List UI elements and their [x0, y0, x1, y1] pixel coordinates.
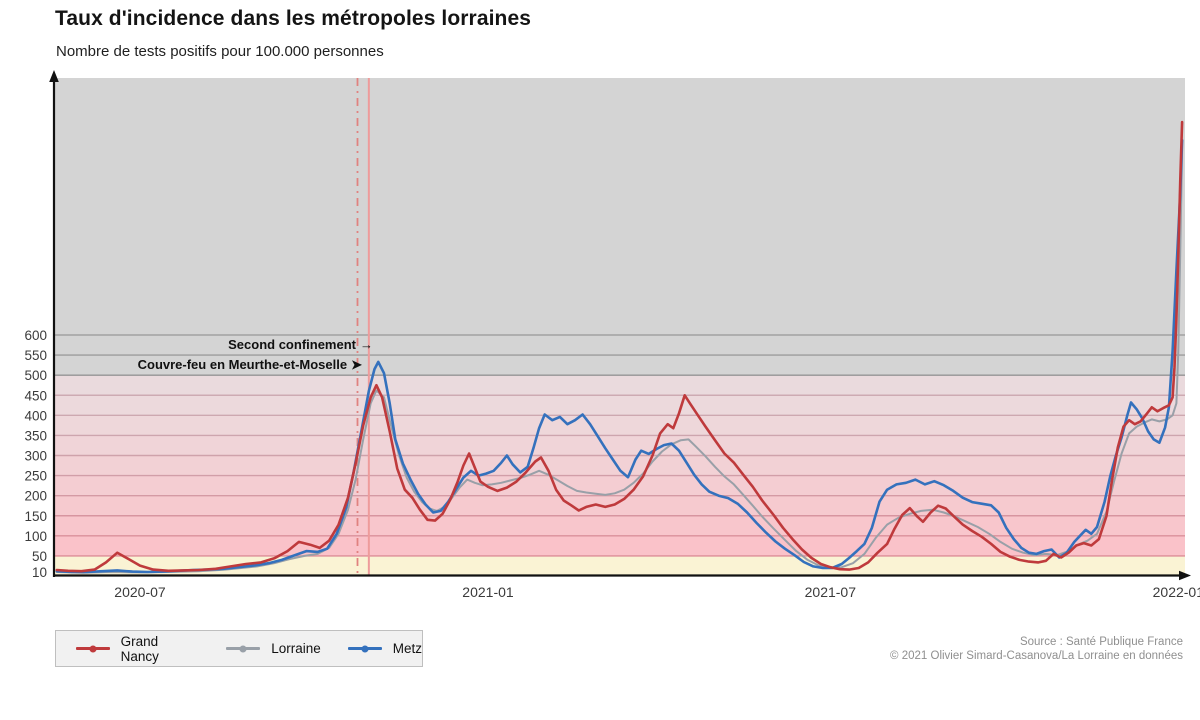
axis-arrow-icon	[1179, 570, 1191, 581]
threshold-band	[55, 495, 1185, 516]
threshold-band	[55, 535, 1185, 556]
y-axis-label: 50	[32, 549, 47, 564]
series-line-lorraine	[55, 149, 1184, 574]
right-arrow-icon: →	[360, 337, 373, 352]
source-line-1: Source : Santé Publique France	[1019, 636, 1183, 648]
source-line-2: © 2021 Olivier Simard-Casanova/La Lorrai…	[890, 650, 1183, 662]
annotation-second-confinement: Second confinement →	[228, 337, 373, 352]
y-axis-label: 100	[24, 529, 47, 544]
metz-line-swatch	[347, 645, 382, 652]
legend-item-metz: Metz	[347, 641, 422, 656]
x-axis-label: 2020-07	[114, 584, 166, 600]
legend-label: Metz	[392, 641, 422, 656]
y-axis-label: 10	[32, 565, 47, 580]
y-axis-label: 450	[24, 388, 47, 403]
threshold-band	[55, 515, 1185, 536]
x-axis-label: 2021-07	[805, 584, 857, 600]
y-axis-label: 250	[24, 469, 47, 484]
line-marker-dot	[239, 645, 247, 652]
axis-arrow-icon	[49, 70, 59, 82]
threshold-band	[55, 395, 1185, 416]
legend-item-grand-nancy: Grand Nancy	[76, 634, 199, 664]
y-axis-label: 500	[24, 368, 47, 383]
line-marker-dot	[361, 645, 369, 652]
threshold-band	[55, 78, 1185, 376]
y-axis-label: 200	[24, 489, 47, 504]
y-axis-label: 600	[24, 328, 47, 343]
threshold-band	[55, 455, 1185, 476]
threshold-band	[55, 475, 1185, 496]
x-axis-label: 2022-01	[1153, 584, 1200, 600]
threshold-band	[55, 375, 1185, 396]
annotation-text: Second confinement	[228, 337, 356, 352]
x-axis-label: 2021-01	[462, 584, 514, 600]
y-axis-label: 150	[24, 509, 47, 524]
annotation-couvre-feu: Couvre-feu en Meurthe-et-Moselle ➤	[138, 357, 362, 372]
line-marker-dot	[89, 645, 97, 652]
y-axis-label: 300	[24, 449, 47, 464]
annotation-text: Couvre-feu en Meurthe-et-Moselle	[137, 357, 348, 372]
y-axis-label: 350	[24, 428, 47, 443]
y-axis-label: 400	[24, 408, 47, 423]
legend-label: Lorraine	[271, 641, 321, 656]
page-title: Taux d'incidence dans les métropoles lor…	[55, 7, 532, 30]
y-axis-label: 550	[24, 348, 47, 363]
chart-subtitle: Nombre de tests positifs pour 100.000 pe…	[56, 43, 384, 60]
legend-item-lorraine: Lorraine	[226, 641, 321, 656]
threshold-band	[55, 415, 1185, 436]
threshold-band	[55, 435, 1185, 456]
right-arrow-icon: ➤	[351, 357, 362, 372]
threshold-band	[55, 555, 1185, 575]
grand-nancy-line-swatch	[76, 645, 110, 652]
legend-label: Grand Nancy	[120, 633, 159, 664]
legend: Grand Nancy Lorraine Metz	[55, 630, 423, 667]
lorraine-line-swatch	[226, 645, 261, 652]
series-line-grand-nancy	[55, 120, 1184, 573]
